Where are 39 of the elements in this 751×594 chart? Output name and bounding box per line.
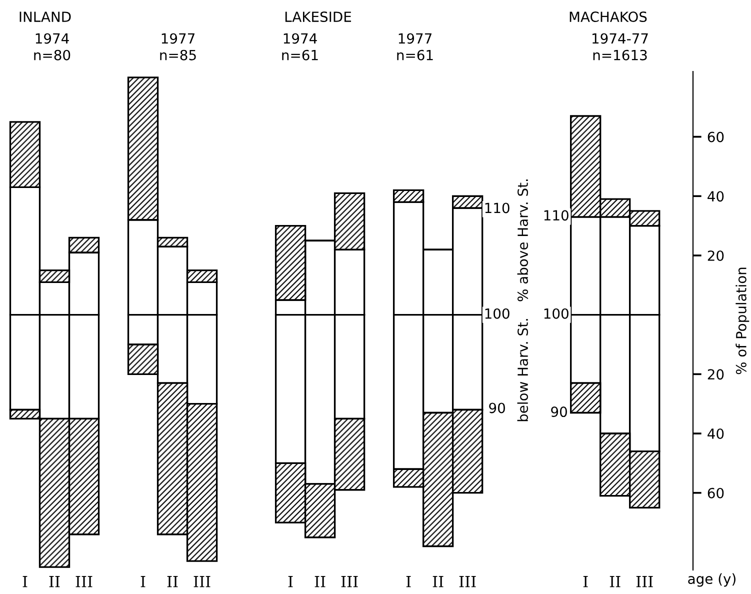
annotation: 100 (485, 308, 510, 319)
text: 1977 n=61 (397, 33, 433, 60)
x-tick-label: II (167, 576, 178, 588)
y-tick-label: 60 (708, 132, 724, 142)
text: MACHAKOS (570, 12, 647, 22)
text: 1974 n=61 (282, 33, 318, 60)
annotation: 90 (489, 402, 505, 414)
annotation: 110 (544, 210, 568, 221)
x-tick-label: I (22, 576, 28, 588)
x-tick-label: III (76, 576, 92, 588)
y-tick-label: 20 (708, 369, 724, 380)
x-tick-label: III (636, 576, 653, 588)
annotation: % above Harv. St. (517, 180, 528, 302)
x-tick-label: I (140, 576, 146, 588)
x-tick-label: III (459, 576, 476, 588)
text: 1977 n=85 (160, 33, 196, 60)
text: 1974-77 n=1613 (592, 33, 648, 60)
annotation: 90 (551, 406, 567, 418)
x-tick-label: I (583, 576, 588, 588)
annotation: 100 (544, 308, 568, 319)
text: 1974 n=80 (34, 33, 70, 60)
y-axis-title: % of Population (736, 268, 750, 374)
x-tick-label: III (194, 576, 210, 588)
y-tick-label: 40 (708, 428, 724, 439)
x-tick-label: I (406, 576, 411, 588)
x-tick-label: II (49, 576, 60, 588)
x-tick-label: II (314, 576, 326, 588)
annotation: below Harv. St. (517, 319, 528, 422)
x-tick-label: II (610, 576, 620, 588)
x-tick-label: III (341, 576, 358, 588)
x-tick-label: II (432, 576, 444, 588)
text: age (y) (688, 573, 736, 587)
text: INLAND (20, 12, 71, 22)
y-tick-label: 20 (708, 250, 724, 261)
y-tick-label: 60 (708, 488, 724, 498)
annotation: 110 (485, 202, 510, 214)
y-tick-label: 40 (708, 191, 724, 202)
x-tick-label: I (288, 576, 293, 588)
text: LAKESIDE (285, 12, 352, 22)
